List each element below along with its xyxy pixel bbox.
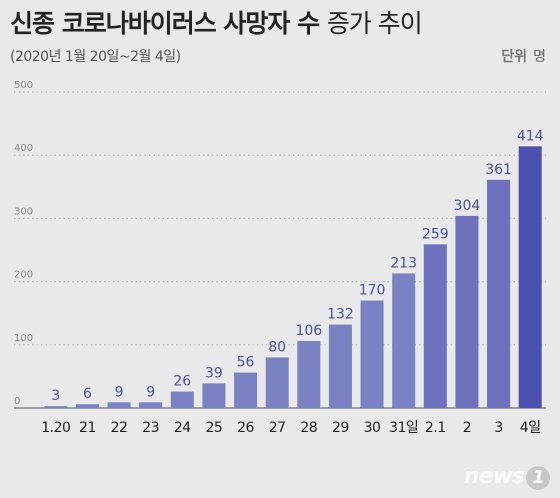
value-label-2: 9 <box>115 384 124 400</box>
x-tick-label-1: 21 <box>79 420 96 436</box>
value-label-4: 26 <box>173 374 191 390</box>
x-tick-label-11: 31일 <box>389 420 418 436</box>
x-tick-label-5: 25 <box>206 420 223 436</box>
bar-13 <box>455 215 479 408</box>
bar-11 <box>392 273 416 408</box>
bar-1 <box>75 404 99 408</box>
bar-8 <box>297 341 321 408</box>
bar-5 <box>202 383 226 408</box>
bar-0 <box>44 406 68 408</box>
y-tick-label-200: 200 <box>14 270 33 281</box>
value-label-14: 361 <box>485 162 512 178</box>
value-label-8: 106 <box>295 323 322 339</box>
news1-logo-number: 1 <box>526 466 550 490</box>
value-label-3: 9 <box>146 384 155 400</box>
x-tick-label-7: 27 <box>269 420 286 436</box>
chart-title-light: 증가 추이 <box>326 9 423 38</box>
y-tick-label-500: 500 <box>14 80 33 91</box>
bar-10 <box>360 300 384 408</box>
x-tick-label-14: 3 <box>494 420 502 436</box>
x-tick-label-6: 26 <box>237 420 254 436</box>
bar-14 <box>487 179 511 408</box>
y-tick-label-0: 0 <box>14 396 20 407</box>
value-label-15: 414 <box>517 128 544 144</box>
bar-15 <box>518 146 542 409</box>
x-tick-label-15: 4일 <box>520 420 541 436</box>
y-tick-label-400: 400 <box>14 143 33 154</box>
news1-logo-text: news <box>463 464 525 489</box>
bar-12 <box>423 244 447 408</box>
bar-2 <box>107 402 131 408</box>
value-label-12: 259 <box>422 226 449 242</box>
x-tick-label-10: 30 <box>364 420 381 436</box>
chart-title: 신종 코로나바이러스 사망자 수 증가 추이 <box>10 4 423 40</box>
x-tick-label-12: 2.1 <box>425 420 446 436</box>
y-tick-label-300: 300 <box>14 206 33 217</box>
x-tick-label-8: 28 <box>300 420 317 436</box>
chart-subtitle: (2020년 1월 20일~2월 4일) <box>10 49 181 65</box>
x-tick-label-9: 29 <box>332 420 349 436</box>
bar-9 <box>328 324 352 408</box>
news1-logo: news 1 <box>464 464 550 490</box>
x-tick-label-3: 23 <box>142 420 159 436</box>
unit-label: 단위 <box>501 49 528 65</box>
value-label-11: 213 <box>390 255 417 271</box>
x-tick-label-0: 1.20 <box>41 420 70 436</box>
x-tick-label-13: 2 <box>463 420 471 436</box>
value-label-0: 3 <box>51 388 60 404</box>
unit-note: 단위 명 <box>501 46 546 66</box>
value-label-9: 132 <box>327 307 354 323</box>
value-label-13: 304 <box>454 198 481 214</box>
chart-title-bold: 신종 코로나바이러스 사망자 수 <box>10 9 320 38</box>
bar-6 <box>234 372 258 408</box>
x-tick-label-2: 22 <box>111 420 128 436</box>
value-label-7: 80 <box>268 339 286 355</box>
bar-7 <box>265 357 289 408</box>
value-label-6: 56 <box>237 355 255 371</box>
value-label-10: 170 <box>359 283 386 299</box>
value-label-5: 39 <box>205 365 223 381</box>
bar-3 <box>139 402 163 408</box>
y-tick-label-100: 100 <box>14 333 33 344</box>
value-label-1: 6 <box>83 386 92 402</box>
x-tick-label-4: 24 <box>174 420 191 436</box>
unit-value: 명 <box>533 49 546 65</box>
bar-4 <box>170 391 194 408</box>
